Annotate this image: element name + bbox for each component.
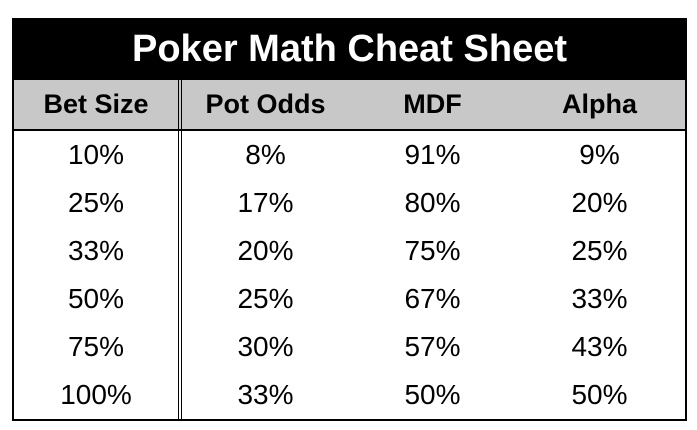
table-cell: 10% [14, 131, 182, 179]
table-cell: 43% [571, 331, 628, 362]
table-cell: 80% [404, 187, 461, 218]
table-row: 75% 30% 57% 43% [14, 323, 685, 371]
table-title: Poker Math Cheat Sheet [14, 20, 685, 78]
table-cell: 100% [14, 371, 182, 419]
table-row: 10% 8% 91% 9% [14, 131, 685, 179]
table-cell: 57% [404, 331, 461, 362]
header-cell: Bet Size [14, 80, 182, 129]
table-cell: 50% [571, 379, 628, 410]
table-body: 10% 8% 91% 9% 25% 17% 80% 20% 33% 20% 75% 25% 50% 25%… [14, 131, 685, 419]
table-cell: 20% [237, 235, 294, 266]
table-row: 33% 20% 75% 25% [14, 227, 685, 275]
table-cell: 67% [404, 283, 461, 314]
table-cell: 91% [404, 139, 461, 170]
table-cell: 50% [14, 275, 182, 323]
table-cell: 25% [14, 179, 182, 227]
table-cell: 20% [571, 187, 628, 218]
table-cell: 30% [237, 331, 294, 362]
table-cell: 33% [237, 379, 294, 410]
table-row: 100% 33% 50% 50% [14, 371, 685, 419]
table-cell: 50% [404, 379, 461, 410]
table-cell: 9% [579, 139, 620, 170]
table-cell: 8% [245, 139, 286, 170]
table-row: 50% 25% 67% 33% [14, 275, 685, 323]
table-cell: 33% [571, 283, 628, 314]
cheat-sheet-table: Poker Math Cheat Sheet Bet Size Pot Odds M… [12, 18, 687, 421]
table-cell: 25% [237, 283, 294, 314]
header-cell: Pot Odds [205, 89, 326, 119]
table-cell: 75% [14, 323, 182, 371]
header-row: Bet Size Pot Odds MDF Alpha [14, 78, 685, 131]
table-cell: 33% [14, 227, 182, 275]
table-row: 25% 17% 80% 20% [14, 179, 685, 227]
header-cell: MDF [403, 89, 462, 119]
header-cell: Alpha [561, 89, 637, 119]
table-cell: 75% [404, 235, 461, 266]
table-cell: 17% [237, 187, 294, 218]
table-cell: 25% [571, 235, 628, 266]
